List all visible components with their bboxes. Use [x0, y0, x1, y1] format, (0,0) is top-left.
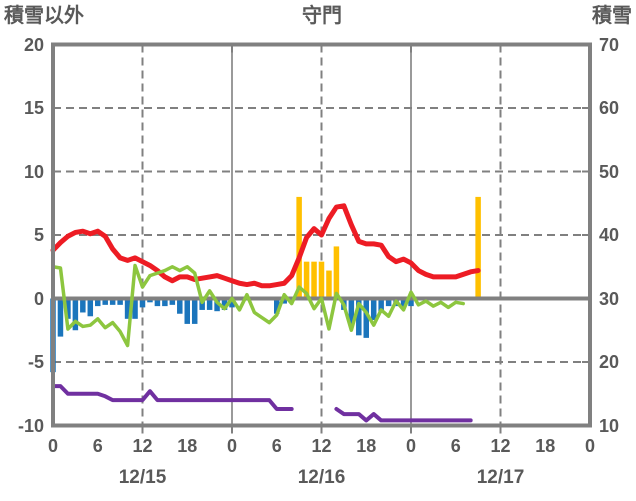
blue-bar	[348, 298, 355, 326]
blue-bar	[229, 298, 235, 308]
right-axis-tick-label: 30	[599, 288, 620, 309]
hour-tick-label: 0	[584, 436, 595, 456]
blue-bar	[80, 298, 86, 313]
blue-bar	[370, 298, 377, 321]
blue-bar	[177, 298, 183, 314]
blue-bar	[124, 298, 131, 319]
blue-bar	[139, 298, 146, 308]
hour-tick-label: 18	[535, 436, 556, 456]
left-axis-tick-label: -10	[17, 415, 44, 436]
chart-title: 守門	[302, 5, 342, 27]
blue-bar	[57, 298, 64, 337]
right-axis-tick-label: 10	[599, 415, 620, 436]
purple-snow-depth-line	[334, 406, 473, 423]
blue-bar	[221, 298, 228, 310]
blue-bar	[184, 298, 190, 324]
blue-bar	[199, 298, 205, 310]
blue-bar	[162, 298, 168, 307]
blue-bar	[102, 298, 108, 305]
date-label: 12/16	[297, 467, 346, 488]
left-axis-tick-label: 20	[23, 34, 44, 55]
blue-bar	[385, 298, 392, 307]
orange-bar	[475, 196, 481, 299]
purple-snow-depth-line	[51, 384, 294, 411]
blue-bar	[65, 298, 71, 319]
left-axis-tick-label: 15	[23, 98, 44, 118]
blue-bar	[408, 298, 414, 307]
blue-bar	[363, 298, 369, 338]
blue-bar	[356, 298, 362, 336]
right-axis-tick-label: 50	[599, 161, 620, 182]
blue-bar	[95, 298, 101, 307]
blue-bar	[72, 298, 79, 331]
hour-tick-label: 0	[405, 436, 416, 456]
right-axis-tick-label: 70	[599, 34, 620, 55]
right-axis-tick-label: 40	[599, 225, 620, 245]
hour-tick-label: 0	[47, 436, 58, 456]
left-axis-tick-label: 0	[33, 288, 44, 309]
blue-bar	[378, 298, 384, 313]
blue-bar	[87, 298, 94, 317]
orange-bar	[318, 261, 325, 299]
left-axis-title: 積雪以外	[4, 5, 84, 27]
left-axis-tick-label: 10	[23, 161, 44, 182]
orange-bar	[311, 261, 317, 299]
hour-tick-label: 12	[490, 436, 511, 456]
orange-bar	[303, 261, 310, 299]
orange-bar	[333, 246, 340, 299]
green-line	[51, 263, 465, 348]
right-axis-tick-label: 60	[599, 98, 620, 118]
right-axis-tick-label: 20	[599, 352, 620, 372]
hour-tick-label: 6	[92, 436, 103, 456]
blue-bar	[132, 298, 138, 319]
date-label: 12/15	[118, 467, 167, 488]
orange-bar	[296, 196, 302, 299]
blue-bar	[274, 298, 280, 314]
date-label: 12/17	[476, 467, 525, 488]
blue-bar	[109, 298, 116, 305]
red-line	[50, 203, 481, 289]
left-axis-tick-label: 5	[33, 225, 44, 245]
blue-bar	[169, 298, 176, 305]
blue-bar	[206, 298, 213, 310]
hour-tick-label: 18	[356, 436, 377, 456]
hour-tick-label: 0	[226, 436, 237, 456]
hour-tick-label: 6	[271, 436, 282, 456]
blue-bar	[191, 298, 198, 324]
blue-bar	[400, 298, 407, 308]
blue-bar	[117, 298, 123, 305]
blue-bar	[214, 298, 220, 312]
orange-bar	[326, 270, 332, 299]
left-axis-tick-label: -5	[27, 352, 44, 372]
blue-bar	[154, 298, 161, 307]
right-axis-title: 積雪	[592, 5, 632, 27]
hour-tick-label: 12	[132, 436, 153, 456]
hour-tick-label: 12	[311, 436, 332, 456]
hour-tick-label: 18	[177, 436, 198, 456]
hour-tick-label: 6	[450, 436, 461, 456]
blue-bar	[281, 298, 287, 304]
